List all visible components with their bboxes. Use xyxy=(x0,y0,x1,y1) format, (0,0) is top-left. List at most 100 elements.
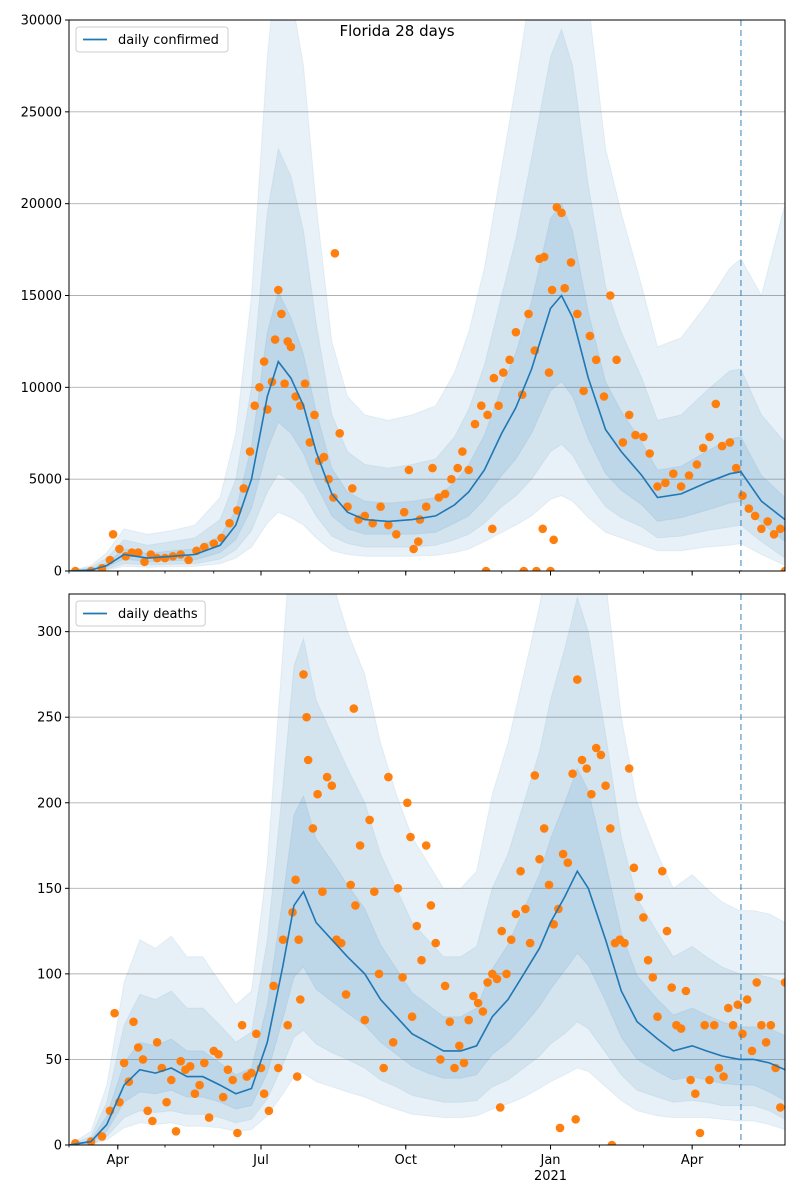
observed-point xyxy=(757,524,766,534)
observed-point xyxy=(330,249,340,258)
y-tick-label: 50 xyxy=(45,1053,62,1068)
observed-point xyxy=(544,880,554,890)
uncertainty-band-outermost xyxy=(69,20,785,571)
observed-point xyxy=(374,969,384,979)
observed-point xyxy=(447,474,456,484)
observed-point xyxy=(750,511,760,521)
observed-point xyxy=(459,1058,469,1068)
observed-point xyxy=(577,755,587,765)
observed-point xyxy=(426,901,436,910)
observed-point xyxy=(204,1113,214,1122)
observed-point xyxy=(404,465,414,475)
observed-point xyxy=(582,764,591,773)
observed-point xyxy=(695,1128,705,1138)
observed-point xyxy=(217,533,226,543)
observed-point xyxy=(607,1140,617,1145)
observed-point xyxy=(379,1063,389,1073)
observed-point xyxy=(511,909,521,919)
y-tick-label: 15000 xyxy=(21,289,62,304)
observed-point xyxy=(752,978,761,987)
observed-point xyxy=(776,524,785,534)
observed-point xyxy=(725,438,735,447)
observed-point xyxy=(591,743,601,753)
axes-frame xyxy=(68,593,786,1146)
observed-point xyxy=(612,355,621,365)
observed-point xyxy=(318,887,327,896)
observed-point xyxy=(521,904,530,914)
observed-point xyxy=(119,1058,129,1068)
observed-point xyxy=(631,430,640,440)
observed-point xyxy=(458,447,467,456)
observed-point xyxy=(351,901,360,910)
y-tick-label: 0 xyxy=(54,1139,62,1154)
observed-point xyxy=(506,935,516,944)
observed-point xyxy=(251,1029,261,1039)
observed-point xyxy=(488,524,497,534)
y-tick-label: 20000 xyxy=(21,197,62,212)
observed-point xyxy=(717,441,727,451)
observed-point xyxy=(303,755,313,765)
observed-point xyxy=(228,1075,237,1085)
observed-point xyxy=(505,355,514,365)
observed-point xyxy=(398,973,407,982)
observed-point xyxy=(639,913,648,922)
observed-point xyxy=(450,1063,459,1073)
observed-point xyxy=(473,998,483,1008)
observed-point xyxy=(483,978,492,987)
observed-point xyxy=(766,1020,776,1030)
legend-box xyxy=(75,26,229,53)
figure-suptitle: Florida 28 days xyxy=(339,22,454,40)
x-tick-label: Apr xyxy=(107,1153,130,1168)
observed-point xyxy=(133,1043,143,1052)
observed-point xyxy=(392,530,401,539)
observed-point xyxy=(691,1089,700,1098)
observed-point xyxy=(568,769,577,778)
observed-point xyxy=(495,1103,505,1112)
observed-point xyxy=(620,938,629,948)
observed-point xyxy=(124,1077,134,1086)
observed-point xyxy=(138,1055,148,1064)
observed-point xyxy=(200,1058,209,1068)
legend-label: daily deaths xyxy=(118,607,198,622)
observed-point xyxy=(184,555,193,565)
y-tick-label: 150 xyxy=(37,882,62,897)
observed-point xyxy=(738,491,747,501)
observed-point xyxy=(700,1020,709,1030)
observed-point xyxy=(481,566,491,571)
observed-point xyxy=(434,493,444,502)
observed-point xyxy=(313,789,322,799)
observed-point xyxy=(698,443,708,453)
observed-point xyxy=(776,1103,785,1112)
observed-point xyxy=(618,438,628,447)
observed-point xyxy=(692,460,702,469)
observed-point xyxy=(769,530,779,539)
observed-point xyxy=(566,258,576,267)
observed-point xyxy=(761,1038,771,1047)
observed-point xyxy=(393,884,403,893)
observed-point xyxy=(245,447,255,456)
observed-point xyxy=(539,252,549,262)
observed-point xyxy=(233,1128,242,1138)
legend-box xyxy=(75,600,206,627)
observed-point xyxy=(535,854,544,864)
y-tick-label: 100 xyxy=(37,967,62,982)
observed-point xyxy=(440,489,450,499)
observed-point xyxy=(599,392,609,401)
observed-point xyxy=(97,1132,107,1141)
observed-point xyxy=(601,781,610,790)
plot-area xyxy=(69,20,785,571)
observed-point xyxy=(286,342,296,352)
observed-point xyxy=(341,990,351,999)
observed-point xyxy=(292,1072,302,1081)
legend-label: daily confirmed xyxy=(118,33,219,48)
observed-point xyxy=(223,1065,233,1074)
observed-point xyxy=(278,935,288,944)
y-tick-label: 0 xyxy=(54,565,62,580)
observed-point xyxy=(662,926,672,936)
observed-point xyxy=(171,1127,181,1136)
observed-point xyxy=(676,1024,686,1033)
observed-point xyxy=(200,542,209,552)
observed-point xyxy=(557,208,566,218)
observed-point xyxy=(502,969,511,979)
observed-point xyxy=(270,335,280,344)
